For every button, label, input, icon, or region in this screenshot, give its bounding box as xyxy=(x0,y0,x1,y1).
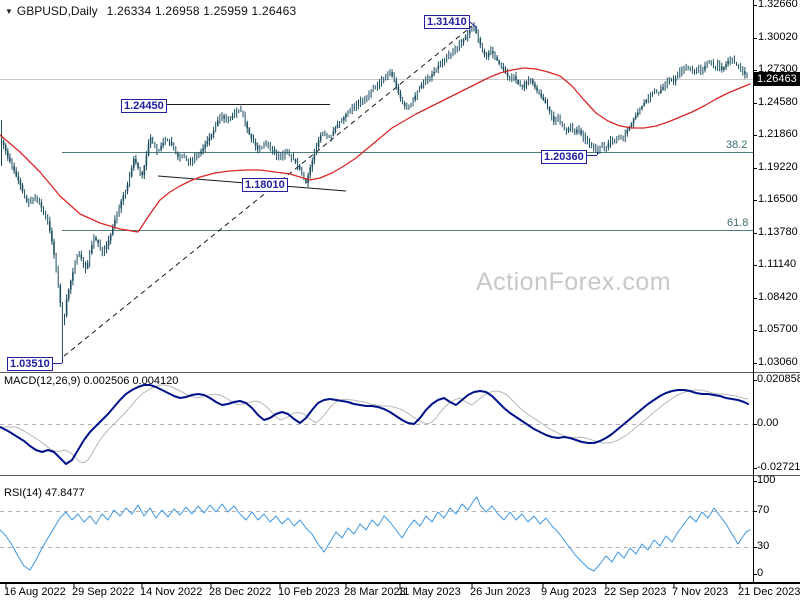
fib-level-label-61-8: 61.8 xyxy=(727,217,749,229)
price-annotation-box-1-31410[interactable]: 1.31410 xyxy=(424,15,470,29)
date-axis-label-4: 10 Feb 2023 xyxy=(278,586,340,598)
price-axis-label-7: 1.13780 xyxy=(758,226,798,238)
rsi-axis-label-0: 100 xyxy=(757,474,776,486)
price-axis-label-1: 1.30020 xyxy=(758,31,798,43)
macd-indicator-label: MACD(12,26,9) 0.002506 0.004120 xyxy=(4,375,178,387)
date-axis-label-2: 14 Nov 2022 xyxy=(140,586,203,598)
price-axis-label-8: 1.11140 xyxy=(758,258,797,270)
fib-level-label-38-2: 38.2 xyxy=(726,139,748,151)
date-axis-label-3: 28 Dec 2022 xyxy=(209,586,272,598)
price-axis-label-2: 1.27300 xyxy=(758,63,798,75)
macd-main-value: 0.002506 xyxy=(83,375,130,387)
macd-signal-value: 0.004120 xyxy=(132,375,179,387)
price-axis-label-4: 1.21860 xyxy=(758,128,798,140)
moving-average-line xyxy=(0,67,751,233)
price-annotation-box-1-18010[interactable]: 1.18010 xyxy=(242,178,288,192)
price-axis-label-9: 1.08420 xyxy=(758,291,798,303)
candlestick-bars xyxy=(1,22,748,357)
rsi-axis-label-3: 0 xyxy=(757,567,764,579)
ohlc-values: 1.26334 1.26958 1.25959 1.26463 xyxy=(106,4,297,18)
macd-name: MACD(12,26,9) xyxy=(4,375,81,387)
annotation-connectors xyxy=(53,21,598,364)
chart-title: ▼ GBPUSD,Daily 1.26334 1.26958 1.25959 1.2… xyxy=(5,4,296,18)
price-axis-label-10: 1.05700 xyxy=(758,323,798,335)
rsi-value: 47.8477 xyxy=(44,487,85,499)
date-axis-label-10: 7 Nov 2023 xyxy=(672,586,729,598)
rsi-indicator-label: RSI(14) 47.8477 xyxy=(4,487,85,499)
macd-lines xyxy=(0,384,749,465)
date-axis-label-8: 9 Aug 2023 xyxy=(541,586,597,598)
date-axis-label-0: 16 Aug 2022 xyxy=(4,586,66,598)
date-axis-label-6: 11 May 2023 xyxy=(398,586,461,598)
current-price-tag: 1.26463 xyxy=(754,72,800,86)
rsi-axis-label-1: 70 xyxy=(757,504,770,516)
price-axis-label-0: 1.32660 xyxy=(758,0,798,10)
price-axis-label-11: 1.03060 xyxy=(758,356,798,368)
price-annotation-box-1-03510[interactable]: 1.03510 xyxy=(7,357,53,371)
price-annotation-box-1-20360[interactable]: 1.20360 xyxy=(541,150,587,164)
date-axis-label-7: 26 Jun 2023 xyxy=(470,586,531,598)
price-annotation-box-1-24450[interactable]: 1.24450 xyxy=(121,99,167,113)
macd-axis-label-0: 0.020858 xyxy=(757,373,800,385)
date-axis-label-5: 28 Mar 2023 xyxy=(344,586,406,598)
date-axis-label-11: 21 Dec 2023 xyxy=(738,586,800,598)
macd-axis-label-2: -0.027213 xyxy=(757,461,800,473)
symbol-period-label: GBPUSD,Daily xyxy=(16,4,98,18)
rsi-axis-label-2: 30 xyxy=(757,540,770,552)
rsi-line xyxy=(0,496,751,572)
date-axis-label-1: 29 Sep 2022 xyxy=(72,586,135,598)
rsi-name: RSI(14) xyxy=(4,487,42,499)
watermark: ActionForex.com xyxy=(476,268,672,296)
price-axis-label-3: 1.24580 xyxy=(758,96,798,108)
price-axis-label-5: 1.19220 xyxy=(758,161,798,173)
price-axis-label-6: 1.16500 xyxy=(758,193,798,205)
indicator-levels xyxy=(0,424,753,548)
collapse-chart-icon[interactable]: ▼ xyxy=(5,7,13,16)
macd-axis-label-1: 0.00 xyxy=(757,417,779,429)
reference-lines xyxy=(0,25,753,357)
date-axis-label-9: 22 Sep 2023 xyxy=(604,586,667,598)
